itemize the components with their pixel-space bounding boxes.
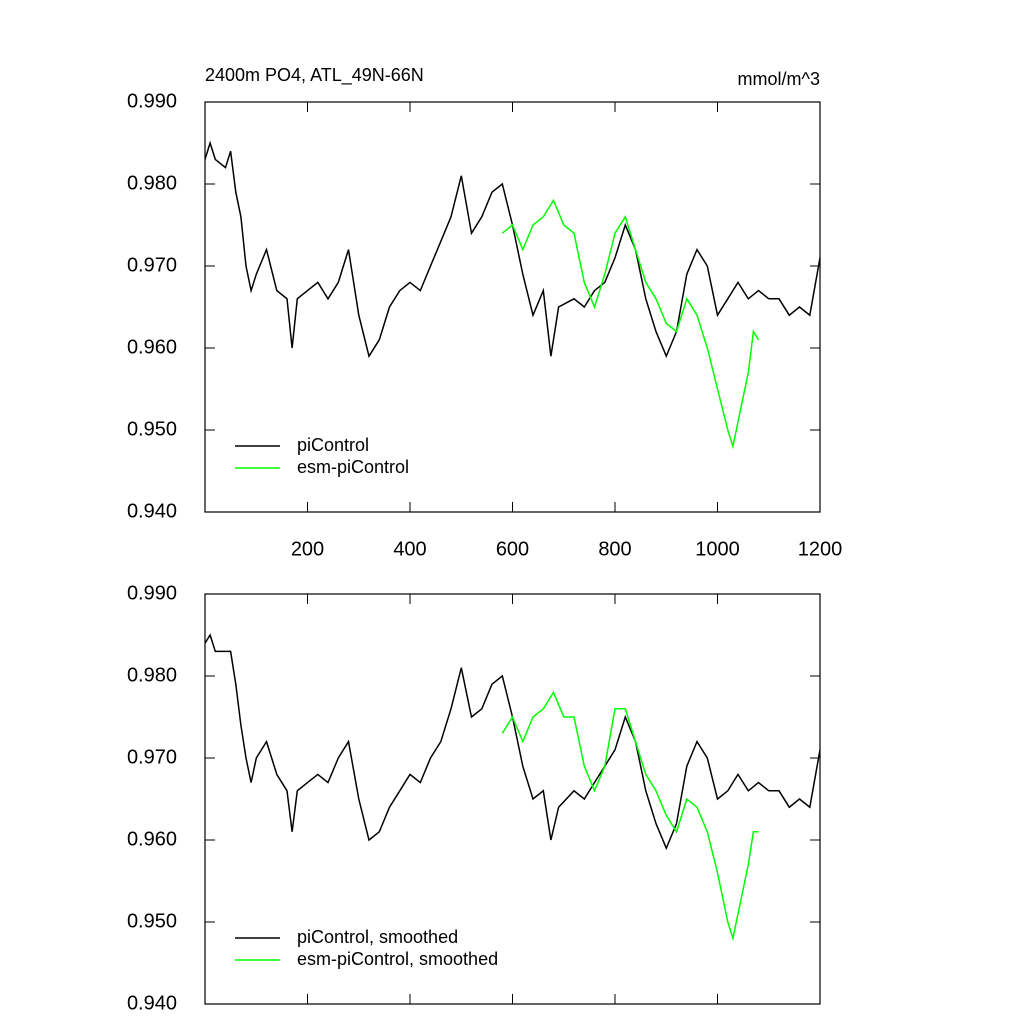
y-tick-label: 0.950: [127, 910, 177, 932]
legend-label: piControl: [297, 435, 369, 455]
units-label: mmol/m^3: [738, 69, 820, 89]
y-tick-label: 0.960: [127, 336, 177, 358]
y-tick-label: 0.980: [127, 172, 177, 194]
legend-label: esm-piControl, smoothed: [297, 949, 498, 969]
chart-title: 2400m PO4, ATL_49N-66N: [205, 65, 424, 86]
y-tick-label: 0.940: [127, 992, 177, 1014]
y-tick-label: 0.970: [127, 254, 177, 276]
x-tick-label: 1000: [695, 538, 740, 560]
x-tick-label: 600: [496, 538, 529, 560]
y-tick-label: 0.990: [127, 582, 177, 604]
x-tick-label: 200: [291, 538, 324, 560]
y-tick-label: 0.980: [127, 664, 177, 686]
series-line: [204, 633, 821, 851]
y-tick-label: 0.990: [127, 90, 177, 112]
legend-label: piControl, smoothed: [297, 927, 458, 947]
series-line: [501, 690, 759, 942]
y-tick-label: 0.960: [127, 828, 177, 850]
y-tick-label: 0.940: [127, 500, 177, 522]
series-line: [204, 140, 821, 359]
series-line: [501, 198, 760, 450]
y-tick-label: 0.970: [127, 746, 177, 768]
x-tick-label: 800: [598, 538, 631, 560]
x-tick-label: 1200: [798, 538, 843, 560]
x-tick-label: 400: [393, 538, 426, 560]
legend-label: esm-piControl: [297, 457, 409, 477]
y-tick-label: 0.950: [127, 418, 177, 440]
